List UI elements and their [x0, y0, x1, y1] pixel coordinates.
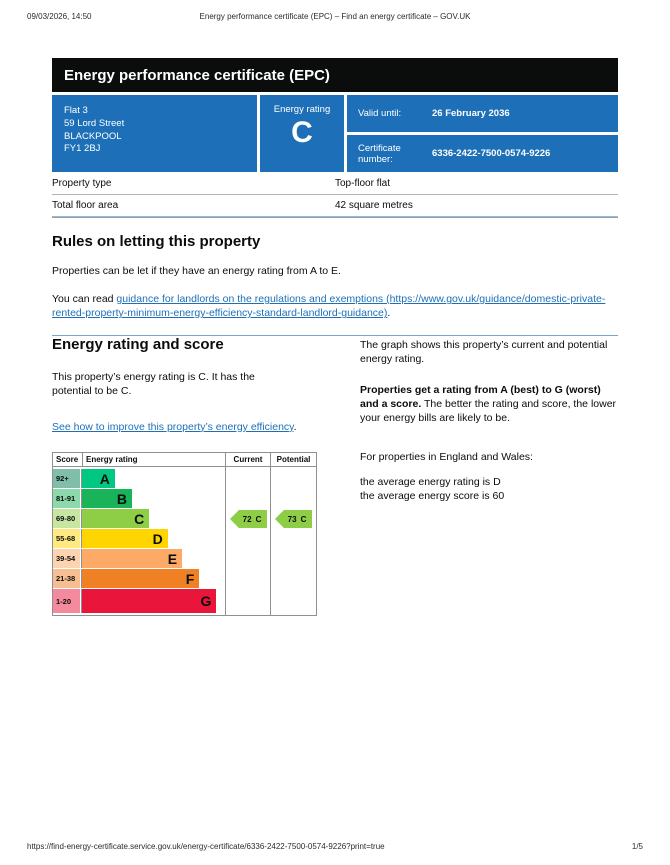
address-line-2: 59 Lord Street [64, 117, 125, 129]
rating-right-column: The graph shows this property’s current … [360, 336, 618, 617]
band-bar-track: B [81, 489, 225, 509]
page-number: 1/5 [631, 842, 643, 851]
address-line-1: Flat 3 [64, 105, 88, 116]
current-rating-arrow: 72 C [230, 510, 267, 529]
national-averages: the average energy rating is D the avera… [360, 475, 618, 503]
current-score: 72 [242, 514, 252, 524]
certificate-page: Energy performance certificate (EPC) Fla… [52, 58, 618, 617]
rating-summary-text: This property’s energy rating is C. It h… [52, 370, 255, 397]
ratings-explanation: Properties get a rating from A (best) to… [360, 383, 618, 426]
valid-until-label: Valid until: [358, 108, 402, 119]
certificate-number-value: 6336-2422-7500-0574-9226 [432, 148, 551, 159]
energy-rating-label: Energy rating [273, 104, 331, 115]
property-type-label: Property type [52, 173, 335, 195]
energy-rating-box: Energy rating C [260, 95, 344, 172]
chart-header-energy-rating: Energy rating [82, 453, 225, 468]
improve-suffix: . [293, 420, 297, 433]
epc-band-row-a: 92+ A [53, 469, 225, 489]
certificate-number-label: Certificate number: [358, 142, 401, 165]
band-bar-track: G [81, 589, 225, 614]
average-score-line: the average energy score is 60 [360, 489, 505, 502]
band-bar-c: C [82, 509, 150, 529]
band-bar-track: D [81, 529, 225, 549]
band-bar-e: E [82, 549, 183, 569]
print-header: 09/03/2026, 14:50 Energy performance cer… [27, 12, 643, 24]
energy-rating-section: Energy rating and score This property’s … [52, 336, 618, 617]
letting-rules-text: Properties can be let if they have an en… [52, 265, 341, 277]
epc-title-banner: Energy performance certificate (EPC) [52, 58, 618, 92]
certificate-number-row: Certificate number: 6336-2422-7500-0574-… [347, 135, 618, 172]
letting-guidance-paragraph: You can read guidance for landlords on t… [52, 292, 618, 320]
ratings-explanation-bold: Properties get a rating from A (best) to… [360, 383, 601, 411]
rating-score-heading: Energy rating and score [52, 335, 224, 353]
property-address: Flat 3 59 Lord Street BLACKPOOL FY1 2BJ [52, 95, 257, 172]
address-line-3: BLACKPOOL [64, 130, 122, 142]
band-score-range: 39-54 [53, 549, 80, 569]
print-doc-title: Energy performance certificate (EPC) – F… [199, 12, 471, 21]
improve-paragraph: See how to improve this property’s energ… [52, 420, 297, 434]
average-rating-line: the average energy rating is D [360, 475, 501, 488]
epc-band-row-e: 39-54 E [53, 549, 225, 569]
landlord-guidance-link[interactable]: guidance for landlords on the regulation… [52, 293, 606, 320]
ratings-explanation-rest: The better the rating and score, the low… [360, 398, 617, 425]
table-row: Total floor area 42 square metres [52, 194, 618, 217]
rating-left-column: Energy rating and score This property’s … [52, 336, 344, 617]
band-bar-g: G [82, 589, 217, 614]
print-datetime: 09/03/2026, 14:50 [27, 12, 92, 21]
validity-panel: Valid until: 26 February 2036 Certificat… [347, 95, 618, 172]
footer-url: https://find-energy-certificate.service.… [27, 842, 385, 851]
print-footer: https://find-energy-certificate.service.… [27, 842, 643, 851]
certificate-summary-panel: Flat 3 59 Lord Street BLACKPOOL FY1 2BJ … [52, 95, 618, 172]
band-score-range: 21-38 [53, 569, 80, 589]
band-score-range: 1-20 [53, 589, 80, 614]
band-score-range: 92+ [53, 469, 80, 489]
epc-band-row-f: 21-38 F [53, 569, 225, 589]
potential-rating-column: 73 C [270, 467, 316, 616]
band-bar-track: C [81, 509, 225, 529]
potential-band: C [300, 514, 307, 524]
energy-rating-letter: C [291, 116, 313, 149]
graph-description: The graph shows this property’s current … [360, 338, 608, 365]
england-wales-intro: For properties in England and Wales: [360, 451, 533, 464]
chart-header-current: Current [225, 453, 270, 468]
epc-band-row-c: 69-80 C [53, 509, 225, 529]
epc-band-row-d: 55-68 D [53, 529, 225, 549]
floor-area-value: 42 square metres [335, 194, 618, 217]
band-bar-f: F [82, 569, 200, 589]
band-bar-d: D [82, 529, 168, 549]
potential-rating-arrow: 73 C [275, 510, 312, 529]
epc-band-row-b: 81-91 B [53, 489, 225, 509]
valid-until-row: Valid until: 26 February 2036 [347, 95, 618, 132]
epc-rating-chart: Score Energy rating Current Potential 92… [52, 452, 317, 617]
property-details-table: Property type Top-floor flat Total floor… [52, 173, 618, 217]
potential-score: 73 [287, 514, 297, 524]
band-bar-track: A [81, 469, 225, 489]
band-bar-track: E [81, 549, 225, 569]
guidance-prefix: You can read [52, 293, 117, 306]
address-line-4: FY1 2BJ [64, 143, 101, 155]
chart-header-potential: Potential [270, 453, 316, 468]
epc-band-row-g: 1-20 G [53, 589, 225, 614]
current-band: C [255, 514, 262, 524]
chart-header-score: Score [53, 453, 82, 468]
band-score-range: 81-91 [53, 489, 80, 509]
property-type-value: Top-floor flat [335, 173, 618, 195]
guidance-suffix: . [387, 307, 391, 320]
letting-rules-heading: Rules on letting this property [52, 233, 261, 250]
section-divider [52, 217, 618, 218]
table-row: Property type Top-floor flat [52, 173, 618, 195]
current-rating-column: 72 C [225, 467, 270, 616]
band-score-range: 69-80 [53, 509, 80, 529]
band-bar-track: F [81, 569, 225, 589]
section-divider [52, 334, 618, 336]
improve-efficiency-link[interactable]: See how to improve this property’s energ… [52, 420, 294, 433]
floor-area-label: Total floor area [52, 194, 335, 217]
page-title: Energy performance certificate (EPC) [64, 66, 330, 84]
valid-until-value: 26 February 2036 [432, 108, 510, 119]
epc-bands: 92+ A 81-91 B 69-80 C [53, 467, 225, 615]
band-bar-b: B [82, 489, 133, 509]
band-score-range: 55-68 [53, 529, 80, 549]
band-bar-a: A [82, 469, 115, 489]
